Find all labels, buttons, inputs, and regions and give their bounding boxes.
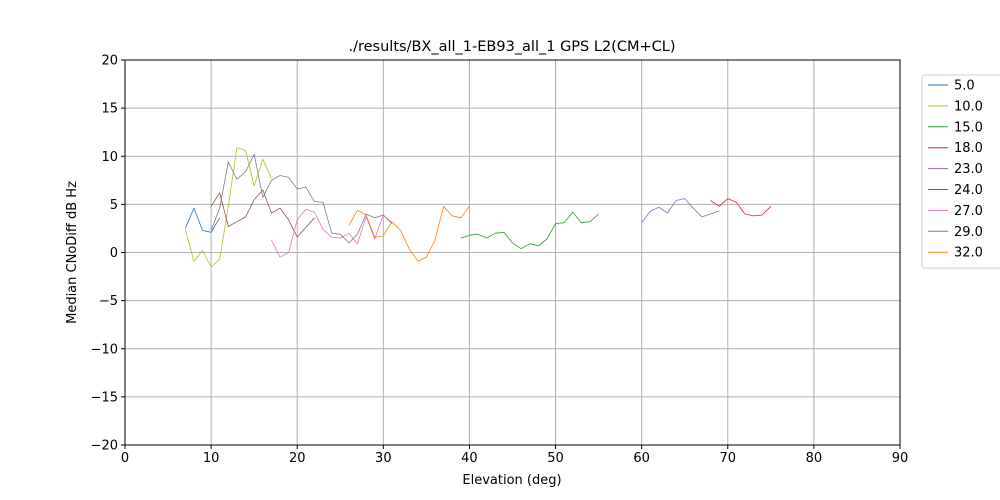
legend-label-0: 5.0: [954, 79, 975, 94]
legend-box: [921, 74, 1000, 269]
axis-ticks: 0 10 20 30 40 50 60 70 80 90 −20 −15 −10 −5 0 5 10 15 20: [91, 54, 909, 467]
x-tick-label: 70: [720, 451, 737, 466]
legend-label-4: 23.0: [954, 162, 983, 177]
series-line-2: [460, 211, 599, 250]
series-line-8: [348, 205, 470, 262]
y-tick-label: 15: [101, 102, 118, 117]
series-line-4: [641, 198, 720, 223]
x-tick-label: 0: [121, 451, 129, 466]
y-tick-label: −20: [91, 439, 118, 454]
y-tick-label: 5: [110, 198, 118, 213]
grid-lines: [124, 59, 901, 446]
legend-label-1: 10.0: [954, 99, 983, 114]
plot-series: [184, 147, 772, 268]
x-axis-label: Elevation (deg): [462, 473, 561, 488]
legend-label-5: 24.0: [954, 183, 983, 198]
series-line-5: [210, 189, 315, 238]
y-tick-label: 0: [110, 246, 118, 261]
series-line-7: [210, 153, 393, 244]
legend-label-8: 32.0: [954, 246, 983, 261]
x-tick-label: 60: [633, 451, 650, 466]
x-tick-label: 50: [547, 451, 564, 466]
series-line-3: [710, 198, 772, 217]
x-tick-label: 20: [289, 451, 306, 466]
y-tick-label: −5: [99, 294, 118, 309]
x-tick-label: 80: [806, 451, 823, 466]
y-axis-label: Median CNoDiff dB Hz: [65, 181, 80, 324]
y-tick-label: −10: [91, 342, 118, 357]
legend-label-6: 27.0: [954, 204, 983, 219]
chart-title: ./results/BX_all_1-EB93_all_1 GPS L2(CM+…: [349, 39, 676, 55]
x-tick-label: 10: [203, 451, 220, 466]
legend-label-3: 18.0: [954, 141, 983, 156]
y-tick-label: −15: [91, 390, 118, 405]
series-line-6: [271, 208, 393, 258]
y-tick-label: 20: [101, 54, 118, 69]
legend-label-2: 15.0: [954, 120, 983, 135]
series-line-1: [184, 147, 272, 268]
legend-label-7: 29.0: [954, 225, 983, 240]
x-tick-label: 40: [461, 451, 478, 466]
y-tick-label: 10: [101, 150, 118, 165]
legend: 5.0 10.0 15.0 18.0 23.0 24.0 27.0 29.0 32.0: [921, 74, 1000, 269]
x-tick-label: 90: [892, 451, 909, 466]
x-tick-label: 30: [375, 451, 392, 466]
series-line-0: [184, 207, 221, 233]
